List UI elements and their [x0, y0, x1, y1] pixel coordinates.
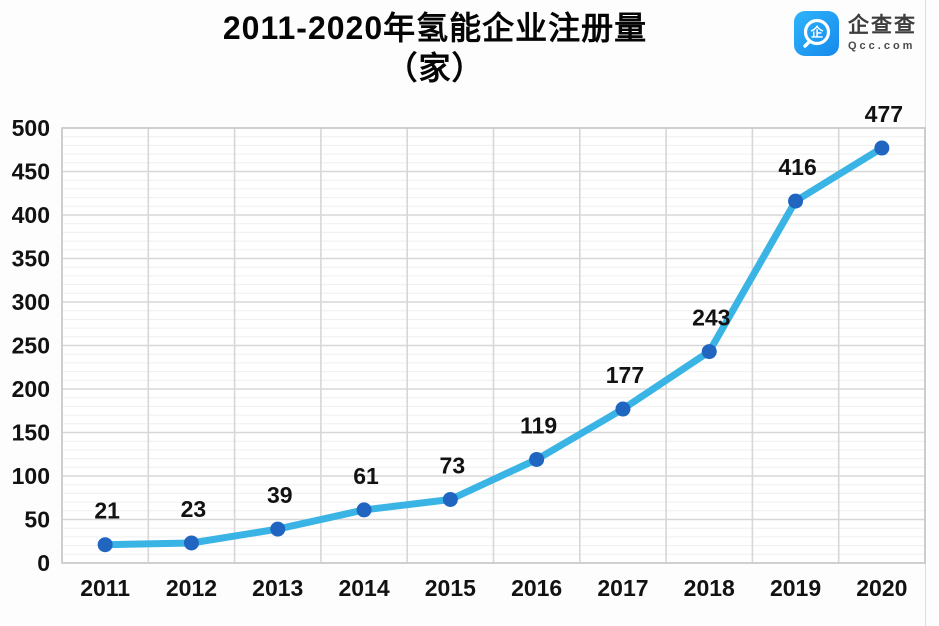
data-point-2016 — [529, 451, 545, 467]
data-label-2017: 177 — [606, 362, 644, 388]
data-label-2016: 119 — [520, 412, 557, 438]
y-tick-label: 250 — [12, 333, 50, 359]
data-label-2013: 39 — [267, 482, 293, 508]
qcc-magnifier-icon: 企 — [794, 11, 839, 56]
qcc-logo-name: 企查查 — [848, 14, 917, 37]
qcc-logo[interactable]: 企 企查查 Qcc.com — [794, 11, 917, 56]
y-tick-label: 450 — [12, 159, 50, 185]
x-tick-label-2011: 2011 — [80, 575, 130, 601]
y-tick-label: 200 — [12, 376, 50, 402]
y-tick-label: 300 — [12, 289, 50, 315]
y-tick-label: 500 — [12, 115, 50, 141]
data-point-2017 — [615, 401, 631, 417]
data-label-2012: 23 — [181, 496, 207, 522]
x-tick-label-2012: 2012 — [166, 575, 217, 601]
y-tick-label: 350 — [12, 246, 50, 272]
y-tick-label: 50 — [24, 507, 50, 533]
data-label-2018: 243 — [692, 305, 730, 331]
y-tick-label: 0 — [37, 550, 50, 576]
qcc-logo-text: 企查查 Qcc.com — [848, 15, 917, 52]
data-label-2019: 416 — [778, 154, 816, 180]
series-line — [101, 144, 886, 549]
y-tick-label: 400 — [12, 202, 50, 228]
x-tick-label-2016: 2016 — [511, 575, 562, 601]
data-label-2014: 61 — [353, 463, 379, 489]
x-tick-label-2015: 2015 — [425, 575, 476, 601]
chart-title: 2011-2020年氢能企业注册量 （家） — [80, 8, 790, 88]
x-tick-label-2017: 2017 — [597, 575, 648, 601]
data-point-2019 — [788, 193, 804, 209]
data-point-2020 — [874, 140, 890, 156]
data-point-2013 — [270, 521, 286, 537]
qcc-magnifier-icon-svg: 企 — [803, 18, 831, 48]
x-tick-label-2018: 2018 — [684, 575, 735, 601]
svg-text:企: 企 — [810, 25, 824, 40]
chart-title-line1: 2011-2020年氢能企业注册量 — [222, 10, 648, 46]
x-tick-label-2020: 2020 — [856, 575, 907, 601]
x-tick-label-2014: 2014 — [338, 575, 389, 601]
y-tick-label: 100 — [12, 463, 50, 489]
data-label-2011: 21 — [94, 498, 120, 524]
data-point-2011 — [97, 537, 113, 553]
data-point-2014 — [356, 502, 372, 518]
x-tick-label-2013: 2013 — [252, 575, 303, 601]
plot-border — [61, 127, 926, 564]
data-point-2018 — [701, 344, 717, 360]
qcc-logo-domain: Qcc.com — [848, 40, 916, 52]
data-label-2015: 73 — [440, 452, 466, 478]
x-tick-label-2019: 2019 — [770, 575, 821, 601]
y-tick-label: 150 — [12, 420, 50, 446]
data-point-2015 — [442, 491, 458, 507]
data-label-2020: 477 — [865, 101, 903, 127]
data-point-2012 — [183, 535, 199, 551]
chart-title-line2: （家） — [385, 50, 485, 86]
